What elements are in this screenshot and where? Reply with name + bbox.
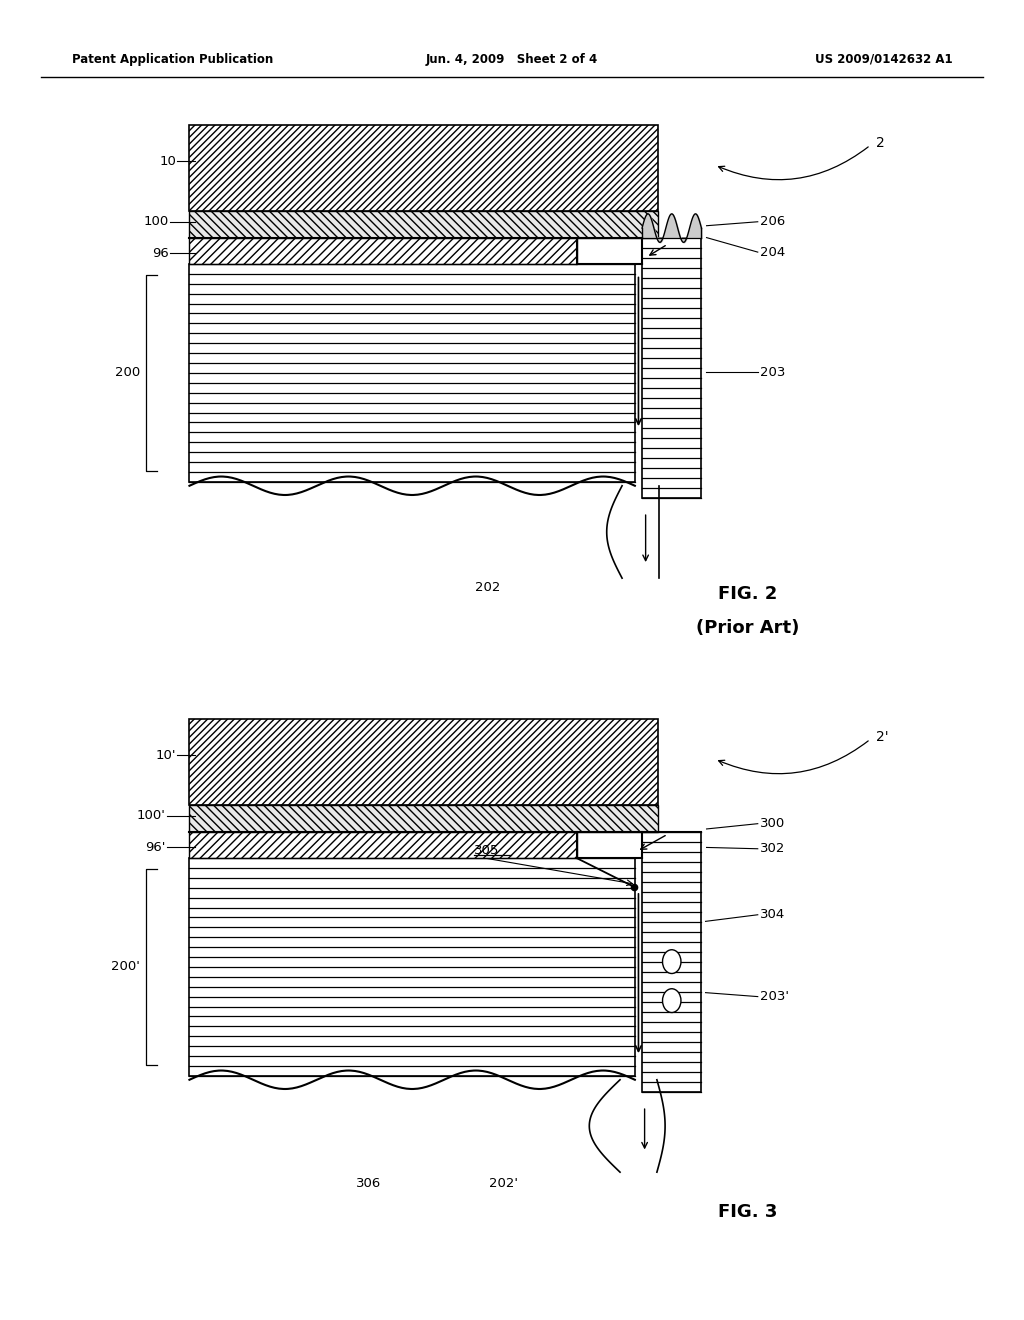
Text: FIG. 3: FIG. 3 — [718, 1203, 777, 1221]
Text: FIG. 2: FIG. 2 — [718, 585, 777, 603]
Text: 200: 200 — [115, 367, 140, 379]
Bar — [642, 238, 701, 498]
Text: 306: 306 — [356, 1177, 381, 1191]
Bar — [642, 832, 701, 1092]
Text: 202: 202 — [475, 581, 500, 594]
Bar — [189, 805, 658, 832]
Text: US 2009/0142632 A1: US 2009/0142632 A1 — [815, 53, 952, 66]
Circle shape — [663, 950, 681, 974]
Text: 10: 10 — [160, 154, 176, 168]
Bar — [189, 832, 577, 858]
Text: Jun. 4, 2009   Sheet 2 of 4: Jun. 4, 2009 Sheet 2 of 4 — [426, 53, 598, 66]
Text: 200': 200' — [112, 961, 140, 973]
Text: 203': 203' — [760, 990, 788, 1003]
Text: 202': 202' — [489, 1177, 518, 1191]
Text: 2': 2' — [876, 730, 888, 743]
Text: 204: 204 — [760, 246, 785, 259]
Bar — [189, 719, 658, 805]
Text: 96: 96 — [153, 247, 169, 260]
Circle shape — [663, 989, 681, 1012]
Text: (Prior Art): (Prior Art) — [696, 619, 799, 638]
Bar — [189, 858, 635, 1076]
Text: Patent Application Publication: Patent Application Publication — [72, 53, 273, 66]
Text: 10': 10' — [156, 748, 176, 762]
Text: 304: 304 — [760, 908, 785, 921]
Bar — [189, 211, 658, 238]
Bar — [189, 238, 577, 264]
Text: 2: 2 — [876, 136, 885, 149]
Bar — [189, 125, 658, 211]
Text: 206: 206 — [760, 215, 785, 228]
Text: 96': 96' — [145, 841, 166, 854]
Text: 100: 100 — [143, 215, 169, 228]
Text: 300: 300 — [760, 817, 785, 830]
Text: 100': 100' — [137, 809, 166, 822]
Text: 305: 305 — [474, 843, 500, 857]
Text: 302: 302 — [760, 842, 785, 855]
Bar — [189, 264, 635, 482]
Text: 203: 203 — [760, 366, 785, 379]
